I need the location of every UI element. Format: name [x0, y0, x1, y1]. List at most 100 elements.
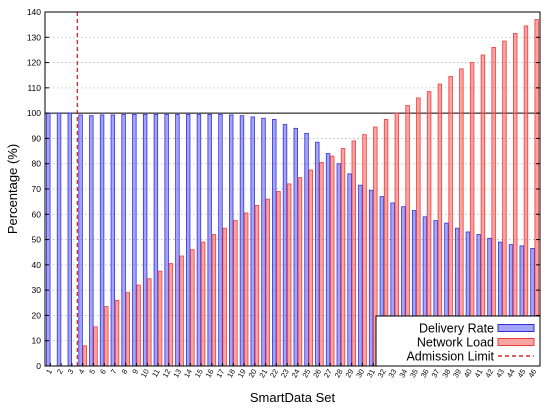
y-tick-label: 0: [36, 361, 41, 371]
bar-network-load: [276, 191, 281, 367]
y-tick-label: 130: [27, 32, 41, 42]
x-tick-label: 42: [483, 368, 495, 380]
x-tick-label: 2: [55, 368, 65, 376]
bar-network-load: [147, 278, 152, 367]
bar-network-load: [104, 306, 109, 367]
bars: [46, 19, 539, 367]
legend-label-delivery-rate: Delivery Rate: [419, 322, 494, 336]
bar-network-load: [125, 292, 131, 367]
y-tick-label: 60: [32, 209, 42, 219]
x-tick-label: 21: [257, 368, 269, 380]
y-tick-label: 30: [32, 285, 42, 295]
bar-network-load: [351, 140, 356, 367]
bar-delivery-rate: [196, 114, 202, 367]
x-tick-label: 7: [109, 368, 119, 376]
legend-swatch-network-load: [497, 338, 535, 346]
x-tick-label: 10: [139, 368, 151, 380]
bar-delivery-rate: [347, 173, 352, 367]
x-tick-label: 6: [98, 368, 108, 376]
bar-delivery-rate: [304, 132, 309, 367]
bar-network-load: [200, 241, 206, 367]
y-tick-label: 120: [27, 58, 41, 68]
x-tick-label: 27: [322, 368, 334, 380]
x-tick-label: 3: [66, 368, 76, 376]
legend-swatch-delivery-rate: [497, 324, 535, 332]
bar-delivery-rate: [78, 114, 83, 367]
x-tick-label: 11: [150, 368, 162, 379]
x-tick-label: 22: [268, 368, 280, 380]
x-tick-label: 24: [290, 368, 302, 380]
bar-network-load: [319, 162, 324, 367]
x-tick-label: 32: [376, 368, 388, 380]
bar-delivery-rate: [250, 116, 255, 367]
bar-delivery-rate: [89, 115, 94, 367]
bar-delivery-rate: [282, 124, 288, 367]
y-tick-label: 100: [27, 108, 41, 118]
bar-network-load: [534, 19, 539, 367]
x-tick-label: 31: [365, 368, 377, 380]
x-tick-label: 17: [214, 368, 226, 380]
legend-label-admission-limit: Admission Limit: [406, 350, 494, 364]
bar-network-load: [523, 25, 529, 367]
bar-network-load: [233, 220, 238, 367]
y-axis-title: Percentage (%): [5, 144, 20, 234]
y-tick-label: 90: [32, 133, 42, 143]
x-tick-label: 39: [451, 368, 463, 380]
x-tick-label: 19: [236, 368, 248, 380]
bar-delivery-rate: [56, 112, 62, 367]
bar-network-load: [82, 345, 87, 367]
x-tick-label: 40: [462, 368, 474, 380]
y-tick-label: 40: [32, 260, 42, 270]
x-axis-title: SmartData Set: [250, 390, 336, 405]
x-tick-label: 1: [44, 368, 54, 376]
bar-network-load: [340, 148, 346, 367]
y-tick-label: 50: [32, 235, 42, 245]
x-tick-label: 18: [225, 368, 237, 380]
bar-delivery-rate: [99, 114, 105, 367]
x-tick-label: 41: [473, 368, 485, 380]
bar-delivery-rate: [142, 114, 148, 367]
bar-network-load: [157, 270, 163, 367]
legend-label-network-load: Network Load: [417, 336, 494, 350]
y-tick-label: 20: [32, 310, 42, 320]
bar-network-load: [330, 155, 335, 367]
x-tick-label: 25: [300, 368, 312, 380]
bar-delivery-rate: [121, 114, 126, 367]
x-tick-label: 44: [505, 368, 517, 380]
x-tick-label: 35: [408, 368, 420, 380]
x-tick-label: 34: [397, 368, 409, 380]
bar-network-load: [254, 205, 260, 367]
bar-network-load: [93, 326, 98, 367]
bar-delivery-rate: [67, 112, 73, 367]
y-tick-label: 110: [27, 83, 41, 93]
x-tick-label: 36: [419, 368, 431, 380]
bar-delivery-rate: [164, 114, 169, 367]
bar-delivery-rate: [132, 114, 137, 367]
bar-delivery-rate: [207, 114, 212, 367]
x-tick-label: 45: [516, 368, 528, 380]
bar-delivery-rate: [153, 114, 159, 367]
bar-network-load: [287, 183, 292, 367]
bar-network-load: [265, 198, 270, 367]
bar-delivery-rate: [229, 114, 234, 367]
bar-network-load: [297, 177, 303, 367]
x-tick-label: 26: [311, 368, 323, 380]
y-tick-label: 80: [32, 159, 42, 169]
x-tick-label: 28: [333, 368, 345, 380]
x-tick-label: 43: [494, 367, 506, 379]
x-tick-label: 23: [279, 368, 291, 380]
x-tick-label: 8: [120, 368, 130, 376]
bar-delivery-rate: [358, 184, 363, 367]
x-tick-label: 9: [130, 368, 140, 376]
bar-network-load: [179, 255, 184, 367]
bar-network-load: [136, 284, 141, 367]
x-tick-label: 4: [77, 368, 87, 376]
grid: [45, 36, 540, 342]
bar-network-load: [211, 234, 217, 367]
x-tick-label: 15: [193, 368, 205, 380]
x-tick-label: 38: [440, 368, 452, 380]
x-tick-label: 37: [430, 368, 442, 380]
bar-network-load: [243, 212, 249, 367]
bar-delivery-rate: [325, 153, 331, 367]
